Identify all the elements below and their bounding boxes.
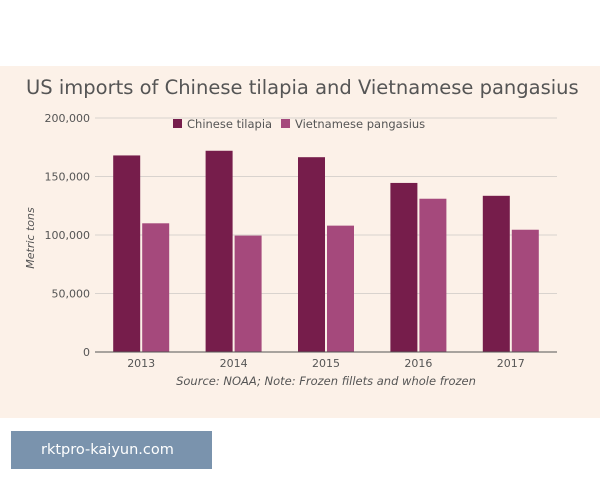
chart-panel: 0 50,000 100,000 150,000 200,000 2013 2014 201… (0, 66, 600, 418)
legend-label: Chinese tilapia (187, 117, 272, 131)
y-tick-label: 200,000 (45, 112, 91, 125)
bar-vietnamese-pangasius-2017 (511, 229, 539, 352)
x-axis-ticks: 2013 2014 2015 2016 2017 (127, 357, 525, 370)
x-tick-label: 2013 (127, 357, 155, 370)
bars (113, 150, 539, 352)
grid-lines (95, 117, 557, 294)
chart-title: US imports of Chinese tilapia and Vietna… (26, 76, 579, 99)
legend-swatch (281, 119, 290, 128)
bar-vietnamese-pangasius-2013 (142, 223, 170, 352)
legend-swatch (173, 119, 182, 128)
bar-chinese-tilapia-2013 (113, 155, 141, 352)
y-axis-ticks: 0 50,000 100,000 150,000 200,000 (45, 112, 91, 359)
watermark-badge: rktpro-kaiyun.com (11, 431, 212, 469)
x-tick-label: 2017 (497, 357, 525, 370)
x-tick-label: 2016 (404, 357, 432, 370)
y-tick-label: 0 (83, 346, 90, 359)
x-tick-label: 2015 (312, 357, 340, 370)
bar-vietnamese-pangasius-2014 (234, 235, 262, 352)
y-tick-label: 100,000 (45, 229, 91, 242)
bar-vietnamese-pangasius-2015 (327, 225, 354, 352)
bar-chinese-tilapia-2015 (298, 157, 325, 352)
legend: Chinese tilapia Vietnamese pangasius (173, 117, 425, 131)
bar-vietnamese-pangasius-2016 (419, 198, 447, 352)
y-tick-label: 50,000 (52, 288, 91, 301)
y-axis-label: Metric tons (24, 207, 37, 269)
bar-chinese-tilapia-2016 (390, 182, 418, 352)
source-note: Source: NOAA; Note: Frozen fillets and w… (176, 374, 476, 388)
bar-chinese-tilapia-2017 (482, 195, 510, 352)
bar-chinese-tilapia-2014 (205, 150, 233, 352)
legend-label: Vietnamese pangasius (295, 117, 425, 131)
y-tick-label: 150,000 (45, 171, 91, 184)
x-tick-label: 2014 (220, 357, 248, 370)
